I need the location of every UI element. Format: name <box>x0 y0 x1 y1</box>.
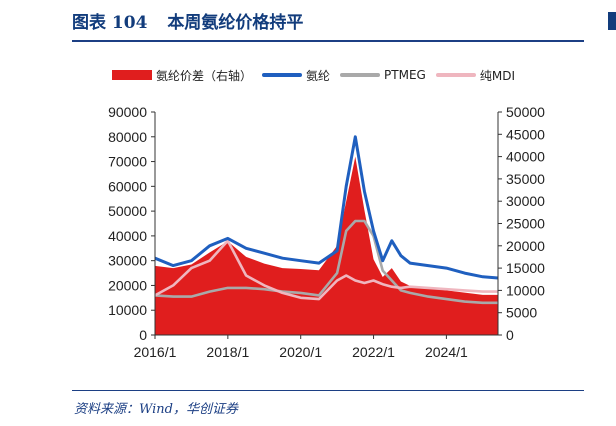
legend-label-spread: 氨纶价差（右轴） <box>156 68 253 83</box>
y-tick-label-left: 10000 <box>108 302 147 318</box>
chart-legend: 氨纶价差（右轴） 氨纶 PTMEG 纯MDI <box>112 66 525 84</box>
y-tick-label-right: 10000 <box>506 282 545 298</box>
x-tick-label: 2022/1 <box>352 344 395 360</box>
legend-swatch-mdi <box>435 73 476 77</box>
y-tick-label-right: 30000 <box>506 193 545 209</box>
y-tick-label-left: 60000 <box>108 178 147 194</box>
y-tick-label-right: 45000 <box>506 126 545 142</box>
legend-swatch-ptmeg <box>340 73 381 77</box>
legend-swatch-spread <box>112 70 152 80</box>
figure-title-text: 本周氨纶价格持平 <box>167 13 304 33</box>
series-line-ptmeg <box>154 219 498 305</box>
legend-item-spandex: 氨纶 <box>262 67 330 84</box>
y-tick-label-right: 15000 <box>506 260 545 276</box>
y-tick-label-right: 50000 <box>506 104 545 120</box>
y-tick-label-right: 20000 <box>506 238 545 254</box>
footer-divider <box>72 390 584 391</box>
y-tick-label-left: 0 <box>139 327 147 343</box>
y-tick-label-right: 0 <box>506 327 514 343</box>
legend-label-spandex: 氨纶 <box>306 68 331 83</box>
legend-item-mdi: 纯MDI <box>435 67 515 84</box>
series-line-spandex <box>154 135 499 280</box>
x-tick-label: 2020/1 <box>279 344 322 360</box>
y-tick-label-left: 70000 <box>108 154 147 170</box>
legend-item-spread: 氨纶价差（右轴） <box>112 67 252 84</box>
y-tick-label-right: 5000 <box>506 305 537 321</box>
y-tick-label-left: 50000 <box>108 203 147 219</box>
legend-swatch-spandex <box>262 73 303 77</box>
y-tick-label-left: 80000 <box>108 129 147 145</box>
y-tick-label-left: 20000 <box>108 277 147 293</box>
x-tick-label: 2016/1 <box>134 344 177 360</box>
y-tick-label-left: 30000 <box>108 253 147 269</box>
figure-title: 图表 104 本周氨纶价格持平 <box>72 8 304 33</box>
legend-label-mdi: 纯MDI <box>479 68 515 83</box>
adjacent-figure-fragment <box>608 12 616 30</box>
y-tick-label-right: 35000 <box>506 171 545 187</box>
series-area-spread <box>155 156 498 335</box>
spread-area-layer <box>155 156 498 335</box>
y-tick-label-right: 25000 <box>506 216 545 232</box>
y-tick-label-right: 40000 <box>506 149 545 165</box>
y-tick-label-left: 40000 <box>108 228 147 244</box>
x-tick-label: 2024/1 <box>425 344 468 360</box>
legend-item-ptmeg: PTMEG <box>340 68 426 82</box>
axes-layer: 0100002000030000400005000060000700008000… <box>108 104 545 360</box>
figure-number: 图表 104 <box>72 13 148 33</box>
legend-label-ptmeg: PTMEG <box>384 68 426 82</box>
source-note: 资料来源：Wind，华创证券 <box>74 402 238 417</box>
line-series-layer <box>154 135 499 305</box>
y-tick-label-left: 90000 <box>108 104 147 120</box>
x-tick-label: 2018/1 <box>206 344 249 360</box>
series-line-mdi <box>154 239 498 301</box>
title-divider <box>72 40 584 42</box>
